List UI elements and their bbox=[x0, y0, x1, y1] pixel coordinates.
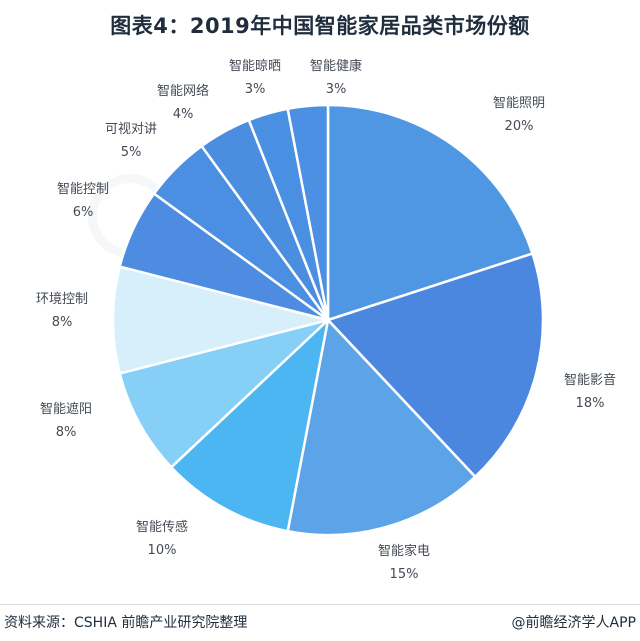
pie-slice-11 bbox=[286, 103, 330, 322]
slice-percent-10: 3% bbox=[245, 82, 266, 97]
slice-label-6: 环境控制 bbox=[36, 292, 88, 307]
slice-percent-11: 3% bbox=[326, 82, 347, 97]
slice-label-11: 智能健康 bbox=[310, 58, 362, 74]
slice-percent-2: 18% bbox=[576, 396, 605, 411]
pie-slice-6 bbox=[111, 265, 330, 375]
pie-slice-2 bbox=[326, 252, 545, 478]
slice-percent-1: 20% bbox=[505, 119, 534, 134]
chart-title: 图表4：2019年中国智能家居品类市场份额 bbox=[110, 14, 530, 38]
slice-label-8: 可视对讲 bbox=[105, 122, 157, 137]
pie-slice-3 bbox=[286, 318, 477, 537]
slice-percent-7: 6% bbox=[73, 205, 94, 220]
slice-label-7: 智能控制 bbox=[57, 182, 109, 197]
slice-percent-8: 5% bbox=[121, 145, 142, 160]
slice-label-1: 智能照明 bbox=[493, 96, 545, 111]
slice-label-10: 智能晾晒 bbox=[229, 58, 281, 74]
source-note: 资料来源：CSHIA 前瞻产业研究院整理 bbox=[4, 615, 248, 631]
slice-percent-5: 8% bbox=[56, 425, 77, 440]
pie-slice-1 bbox=[326, 103, 534, 322]
slice-label-2: 智能影音 bbox=[564, 372, 616, 388]
slice-label-9: 智能网络 bbox=[157, 83, 209, 99]
slice-percent-9: 4% bbox=[173, 107, 194, 122]
pie-slice-5 bbox=[118, 318, 330, 469]
footer: 资料来源：CSHIA 前瞻产业研究院整理 @前瞻经济学人APP bbox=[0, 604, 640, 641]
slice-percent-6: 8% bbox=[52, 315, 73, 330]
slice-percent-4: 10% bbox=[148, 543, 177, 558]
slice-label-4: 智能传感 bbox=[136, 519, 188, 535]
slice-label-5: 智能遮阳 bbox=[40, 401, 92, 417]
slice-label-3: 智能家电 bbox=[378, 543, 430, 559]
watermark-logo-bottom bbox=[95, 425, 163, 493]
pie-slice-4 bbox=[170, 318, 330, 533]
slice-percent-3: 15% bbox=[390, 567, 419, 582]
brand-handle: @前瞻经济学人APP bbox=[511, 615, 636, 631]
